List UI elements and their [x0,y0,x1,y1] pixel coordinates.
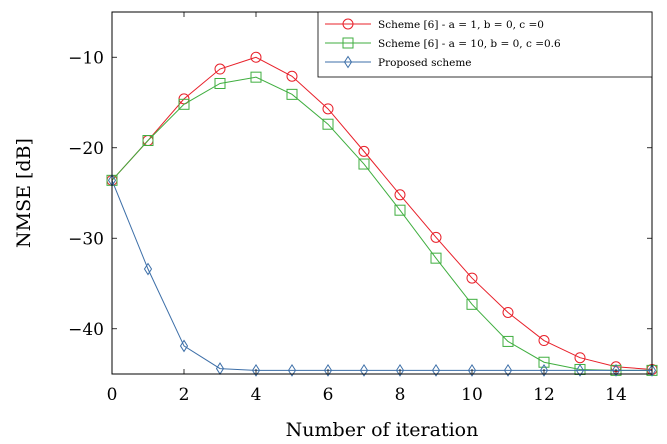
legend: Scheme [6] - a = 1, b = 0, c =0 Scheme [6… [317,11,653,78]
data-point [466,272,478,284]
data-point [214,77,226,89]
data-point [358,145,370,157]
data-point [250,51,262,63]
data-point [286,70,298,82]
legend-entry: Scheme [6] - a = 1, b = 0, c =0 [325,18,544,31]
legend-entries: Scheme [6] - a = 1, b = 0, c =0 Scheme [6… [325,18,561,69]
x-tick-label: 0 [107,385,118,405]
series-layer [106,51,658,377]
data-point [430,231,442,243]
ticks-layer: 0 2 4 6 8 10 12 14 −10 −20 −30 −40 [68,12,652,405]
y-tick-label: −10 [68,48,104,68]
series-3 [107,173,657,377]
series-1 [106,51,658,375]
y-tick-label: −40 [68,320,104,340]
series-line [111,180,652,371]
data-point [322,103,334,115]
data-point [286,88,298,100]
data-point [647,363,657,377]
data-point [395,363,405,377]
y-tick-label: −30 [68,229,104,249]
legend-box [317,11,653,78]
data-point [179,339,189,353]
data-point [143,262,153,276]
legend-label: Scheme [6] - a = 1, b = 0, c =0 [378,19,544,31]
y-axis-title: NMSE [dB] [13,138,35,248]
data-point [214,63,226,75]
data-point [251,363,261,377]
data-point [502,306,514,318]
legend-marker [342,37,354,49]
data-point [250,71,262,83]
legend-entry: Proposed scheme [325,55,472,69]
legend-label: Scheme [6] - a = 10, b = 0, c =0.6 [378,38,561,50]
data-point [431,363,441,377]
data-point [394,189,406,201]
legend-label: Proposed scheme [378,57,472,69]
data-point [611,363,621,377]
data-point [358,158,370,170]
x-tick-label: 8 [395,385,406,405]
data-point [538,356,550,368]
data-point [539,363,549,377]
data-point [502,335,514,347]
data-point [575,363,585,377]
data-point [574,352,586,364]
data-point [323,363,333,377]
data-point [467,363,477,377]
x-tick-label: 14 [605,385,627,405]
legend-entry: Scheme [6] - a = 10, b = 0, c =0.6 [325,37,561,50]
series-line [111,56,653,370]
legend-marker [342,18,354,30]
x-tick-label: 2 [179,385,190,405]
data-point [359,363,369,377]
data-point [430,252,442,264]
x-axis-title: Number of iteration [286,419,479,441]
y-tick-label: −20 [68,139,104,159]
x-tick-label: 4 [251,385,262,405]
series-line [111,76,652,371]
data-point [178,98,190,110]
data-point [287,363,297,377]
x-tick-label: 12 [533,385,555,405]
legend-marker [343,55,353,69]
series-2 [106,71,658,376]
data-point [394,204,406,216]
data-point [142,135,154,147]
data-point [538,335,550,347]
data-point [503,363,513,377]
x-tick-label: 10 [461,385,483,405]
data-point [322,118,334,130]
x-tick-label: 6 [323,385,334,405]
data-point [466,298,478,310]
